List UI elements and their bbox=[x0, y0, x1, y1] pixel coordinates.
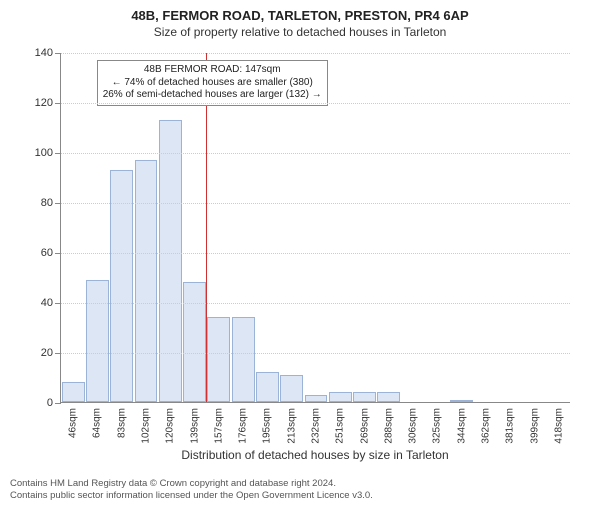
gridline bbox=[61, 303, 570, 304]
y-tick-label: 0 bbox=[47, 397, 53, 409]
x-tick-label: 139sqm bbox=[189, 408, 200, 444]
bar bbox=[353, 392, 376, 402]
x-tick-label: 195sqm bbox=[262, 408, 273, 444]
x-tick-label: 269sqm bbox=[359, 408, 370, 444]
y-tick bbox=[55, 53, 61, 54]
gridline bbox=[61, 203, 570, 204]
bar bbox=[329, 392, 352, 402]
page-subtitle: Size of property relative to detached ho… bbox=[0, 25, 600, 39]
gridline bbox=[61, 53, 570, 54]
bar bbox=[135, 160, 158, 403]
x-tick-label: 120sqm bbox=[165, 408, 176, 444]
bar bbox=[280, 375, 303, 403]
x-tick-label: 46sqm bbox=[68, 408, 79, 438]
gridline bbox=[61, 153, 570, 154]
annotation-line: 26% of semi-detached houses are larger (… bbox=[103, 89, 322, 102]
bar bbox=[86, 280, 109, 403]
x-tick-label: 176sqm bbox=[238, 408, 249, 444]
x-tick-label: 157sqm bbox=[213, 408, 224, 444]
annotation-line: ← 74% of detached houses are smaller (38… bbox=[103, 77, 322, 90]
x-tick-label: 344sqm bbox=[456, 408, 467, 444]
x-tick-label: 325sqm bbox=[432, 408, 443, 444]
x-tick-label: 418sqm bbox=[553, 408, 564, 444]
y-tick bbox=[55, 353, 61, 354]
bar bbox=[183, 282, 206, 402]
y-tick bbox=[55, 303, 61, 304]
footer-line: Contains HM Land Registry data © Crown c… bbox=[10, 478, 373, 490]
footer-line: Contains public sector information licen… bbox=[10, 490, 373, 502]
y-tick bbox=[55, 203, 61, 204]
y-tick-label: 20 bbox=[41, 347, 53, 359]
x-tick-label: 213sqm bbox=[286, 408, 297, 444]
x-tick-label: 306sqm bbox=[408, 408, 419, 444]
bar bbox=[256, 372, 279, 402]
y-tick-label: 60 bbox=[41, 247, 53, 259]
bar bbox=[450, 400, 473, 403]
gridline bbox=[61, 103, 570, 104]
bar bbox=[159, 120, 182, 403]
plot-area: 48B FERMOR ROAD: 147sqm ← 74% of detache… bbox=[60, 53, 570, 403]
gridline bbox=[61, 353, 570, 354]
x-tick-label: 399sqm bbox=[529, 408, 540, 444]
bar bbox=[62, 382, 85, 402]
y-tick-label: 40 bbox=[41, 297, 53, 309]
bar bbox=[377, 392, 400, 402]
x-tick-label: 64sqm bbox=[92, 408, 103, 438]
x-tick-label: 102sqm bbox=[141, 408, 152, 444]
x-axis-label: Distribution of detached houses by size … bbox=[60, 448, 570, 462]
bar bbox=[305, 395, 328, 403]
y-tick-label: 80 bbox=[41, 197, 53, 209]
annotation-box: 48B FERMOR ROAD: 147sqm ← 74% of detache… bbox=[97, 60, 328, 106]
y-tick-label: 120 bbox=[35, 97, 53, 109]
annotation-line: 48B FERMOR ROAD: 147sqm bbox=[103, 64, 322, 77]
x-tick-label: 381sqm bbox=[505, 408, 516, 444]
y-tick bbox=[55, 153, 61, 154]
y-tick bbox=[55, 403, 61, 404]
y-tick bbox=[55, 103, 61, 104]
x-tick-label: 83sqm bbox=[116, 408, 127, 438]
footer: Contains HM Land Registry data © Crown c… bbox=[10, 478, 373, 502]
x-tick-label: 251sqm bbox=[335, 408, 346, 444]
gridline bbox=[61, 253, 570, 254]
x-tick-label: 288sqm bbox=[383, 408, 394, 444]
bar bbox=[232, 317, 255, 402]
x-tick-label: 232sqm bbox=[311, 408, 322, 444]
y-tick-label: 140 bbox=[35, 47, 53, 59]
bar bbox=[110, 170, 133, 403]
y-tick bbox=[55, 253, 61, 254]
page-title: 48B, FERMOR ROAD, TARLETON, PRESTON, PR4… bbox=[0, 8, 600, 23]
bar bbox=[207, 317, 230, 402]
chart-area: Number of detached properties 48B FERMOR… bbox=[60, 53, 570, 403]
y-tick-label: 100 bbox=[35, 147, 53, 159]
x-tick-label: 362sqm bbox=[481, 408, 492, 444]
